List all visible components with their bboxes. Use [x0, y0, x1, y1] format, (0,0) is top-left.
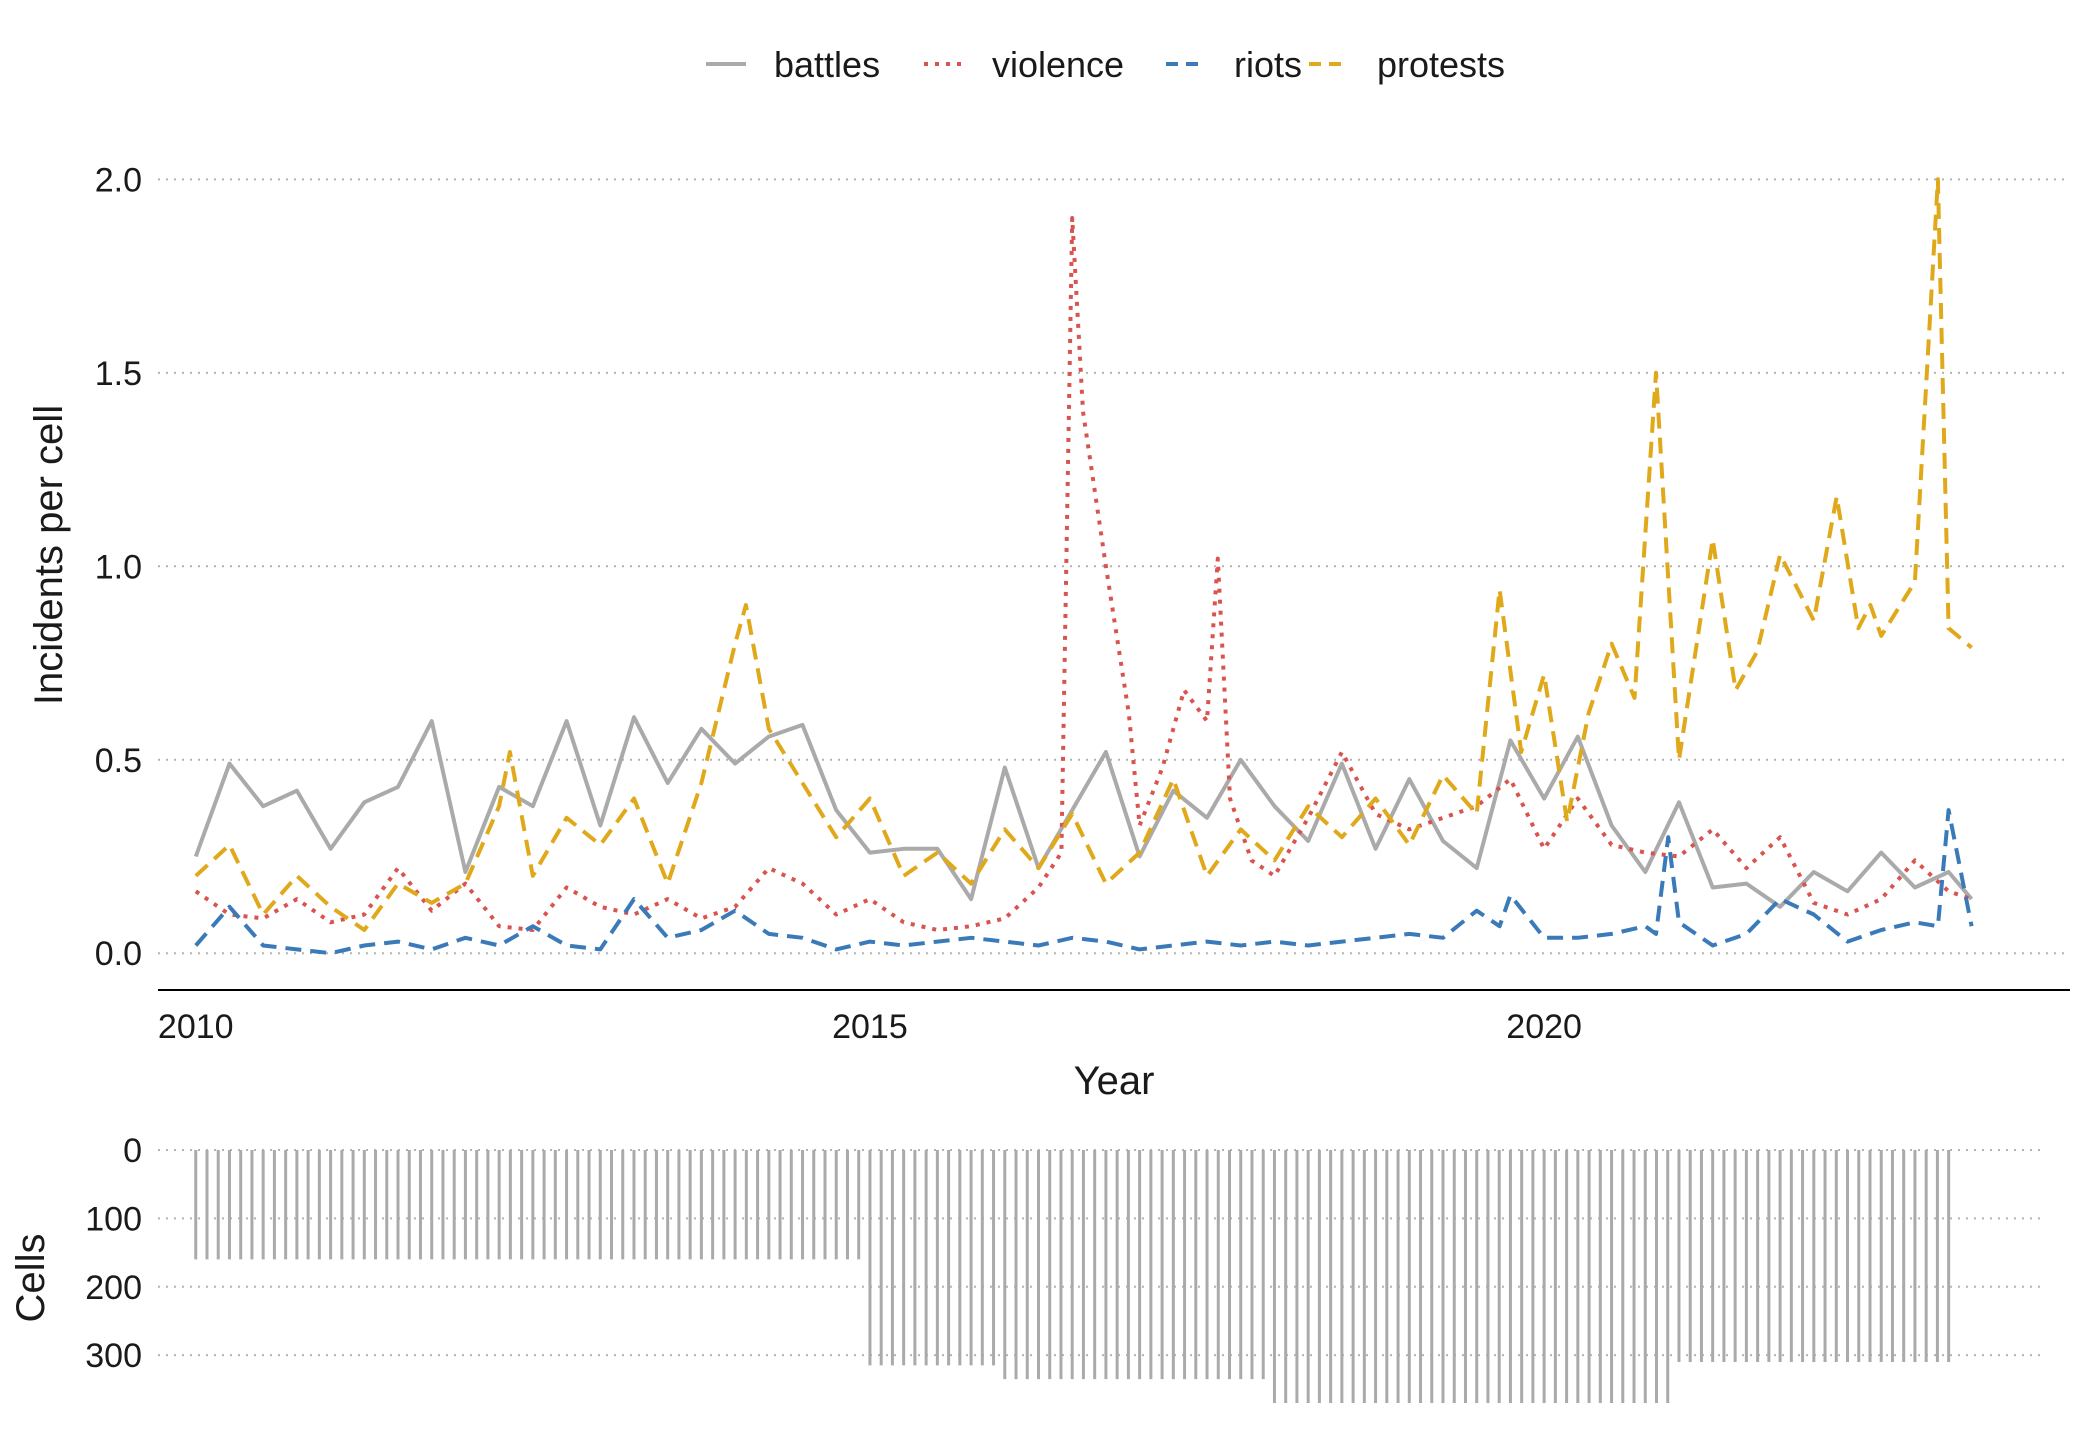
legend-label: riots — [1234, 44, 1302, 85]
legend-label: protests — [1377, 44, 1505, 85]
main-x-axis-title: Year — [1074, 1059, 1155, 1103]
series-line-protests — [194, 177, 1973, 932]
cells-y-tick-labels: 0 100 200 300 — [85, 1132, 142, 1375]
y-tick-label: 1.0 — [95, 548, 142, 586]
cells-y-axis-title: Cells — [9, 1234, 53, 1323]
y-tick-label: 0 — [123, 1132, 142, 1170]
main-series-lines — [193, 177, 1974, 956]
main-y-tick-labels: 0.0 0.5 1.0 1.5 2.0 — [95, 161, 142, 973]
y-tick-label: 200 — [85, 1269, 142, 1307]
y-tick-label: 0.5 — [95, 742, 142, 780]
main-y-axis-title: Incidents per cell — [27, 405, 71, 705]
legend-label: violence — [992, 44, 1124, 85]
x-tick-label: 2015 — [832, 1008, 908, 1046]
y-tick-label: 300 — [85, 1337, 142, 1375]
x-tick-label: 2010 — [158, 1008, 234, 1046]
y-tick-label: 2.0 — [95, 161, 142, 199]
legend-label: battles — [774, 44, 880, 85]
main-x-tick-labels: 2010 2015 2020 — [158, 1008, 1582, 1046]
y-tick-label: 0.0 — [95, 935, 142, 973]
series-line-riots — [194, 808, 1974, 956]
cells-bars — [194, 1150, 1951, 1403]
y-tick-label: 1.5 — [95, 355, 142, 393]
main-gridlines — [158, 178, 2070, 955]
legend: battles violence riots protests — [706, 44, 1505, 85]
x-tick-label: 2020 — [1506, 1008, 1582, 1046]
series-line-battles — [193, 715, 1974, 909]
cells-gridlines — [158, 1149, 2040, 1357]
y-tick-label: 100 — [85, 1200, 142, 1238]
series-line-violence — [194, 216, 1973, 932]
